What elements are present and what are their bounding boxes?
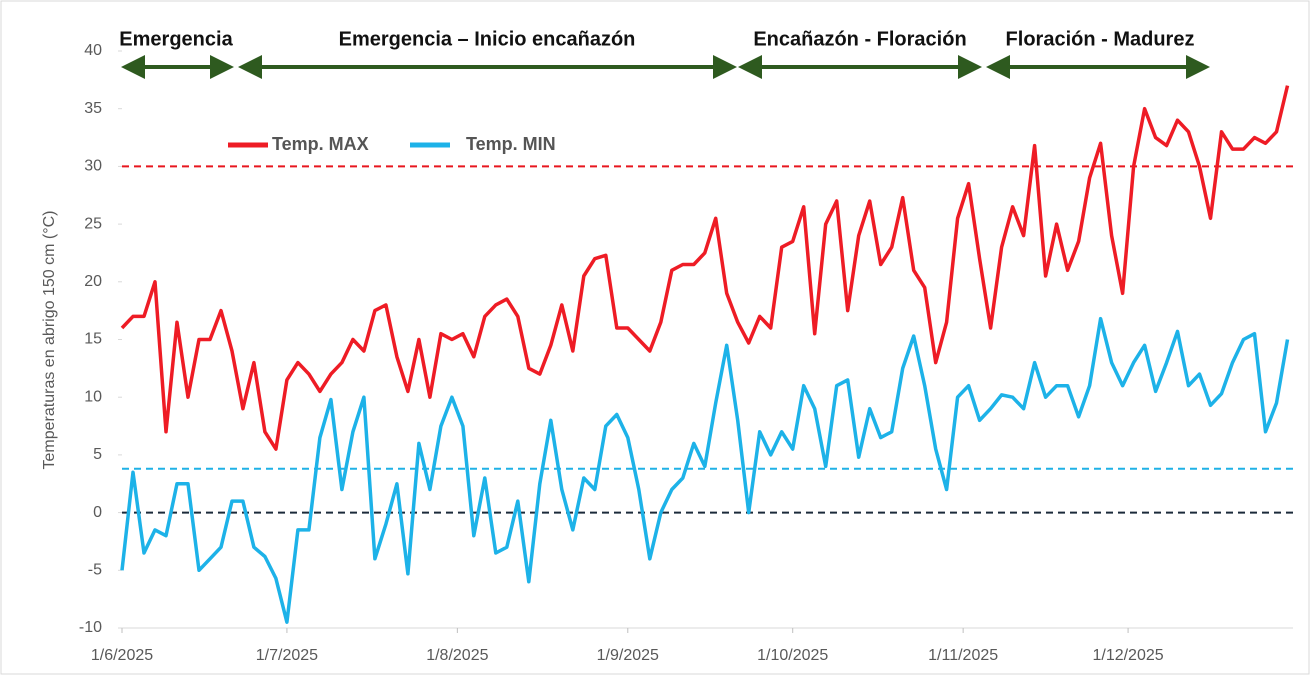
y-tick-label: 10: [84, 388, 102, 405]
x-tick-label: 1/6/2025: [91, 647, 153, 664]
phase-label: Floración - Madurez: [1006, 28, 1195, 50]
y-tick-label: -5: [88, 562, 102, 579]
x-tick-label: 1/11/2025: [928, 647, 998, 664]
y-tick-label: 20: [84, 273, 102, 290]
phase-label: Emergencia – Inicio encañazón: [339, 28, 636, 50]
legend-label: Temp. MAX: [272, 134, 369, 154]
legend-label: Temp. MIN: [466, 134, 556, 154]
y-tick-label: 40: [84, 42, 102, 59]
y-axis-title: Temperaturas en abrigo 150 cm (°C): [41, 211, 58, 470]
phase-label: Emergencia: [119, 28, 233, 50]
y-tick-label: 5: [93, 446, 102, 463]
phase-label: Encañazón - Floración: [753, 28, 966, 50]
y-tick-label: -10: [79, 619, 102, 636]
series-line: [120, 316, 1290, 624]
x-tick-label: 1/9/2025: [597, 647, 659, 664]
x-tick-label: 1/8/2025: [426, 647, 488, 664]
y-tick-label: 0: [93, 504, 102, 521]
y-tick-label: 30: [84, 158, 102, 175]
x-tick-label: 1/7/2025: [256, 647, 318, 664]
y-tick-label: 25: [84, 215, 102, 232]
x-tick-label: 1/12/2025: [1092, 647, 1163, 664]
y-tick-label: 15: [84, 331, 102, 348]
series-line: [120, 85, 1290, 451]
y-tick-label: 35: [84, 100, 102, 117]
x-tick-label: 1/10/2025: [757, 647, 828, 664]
